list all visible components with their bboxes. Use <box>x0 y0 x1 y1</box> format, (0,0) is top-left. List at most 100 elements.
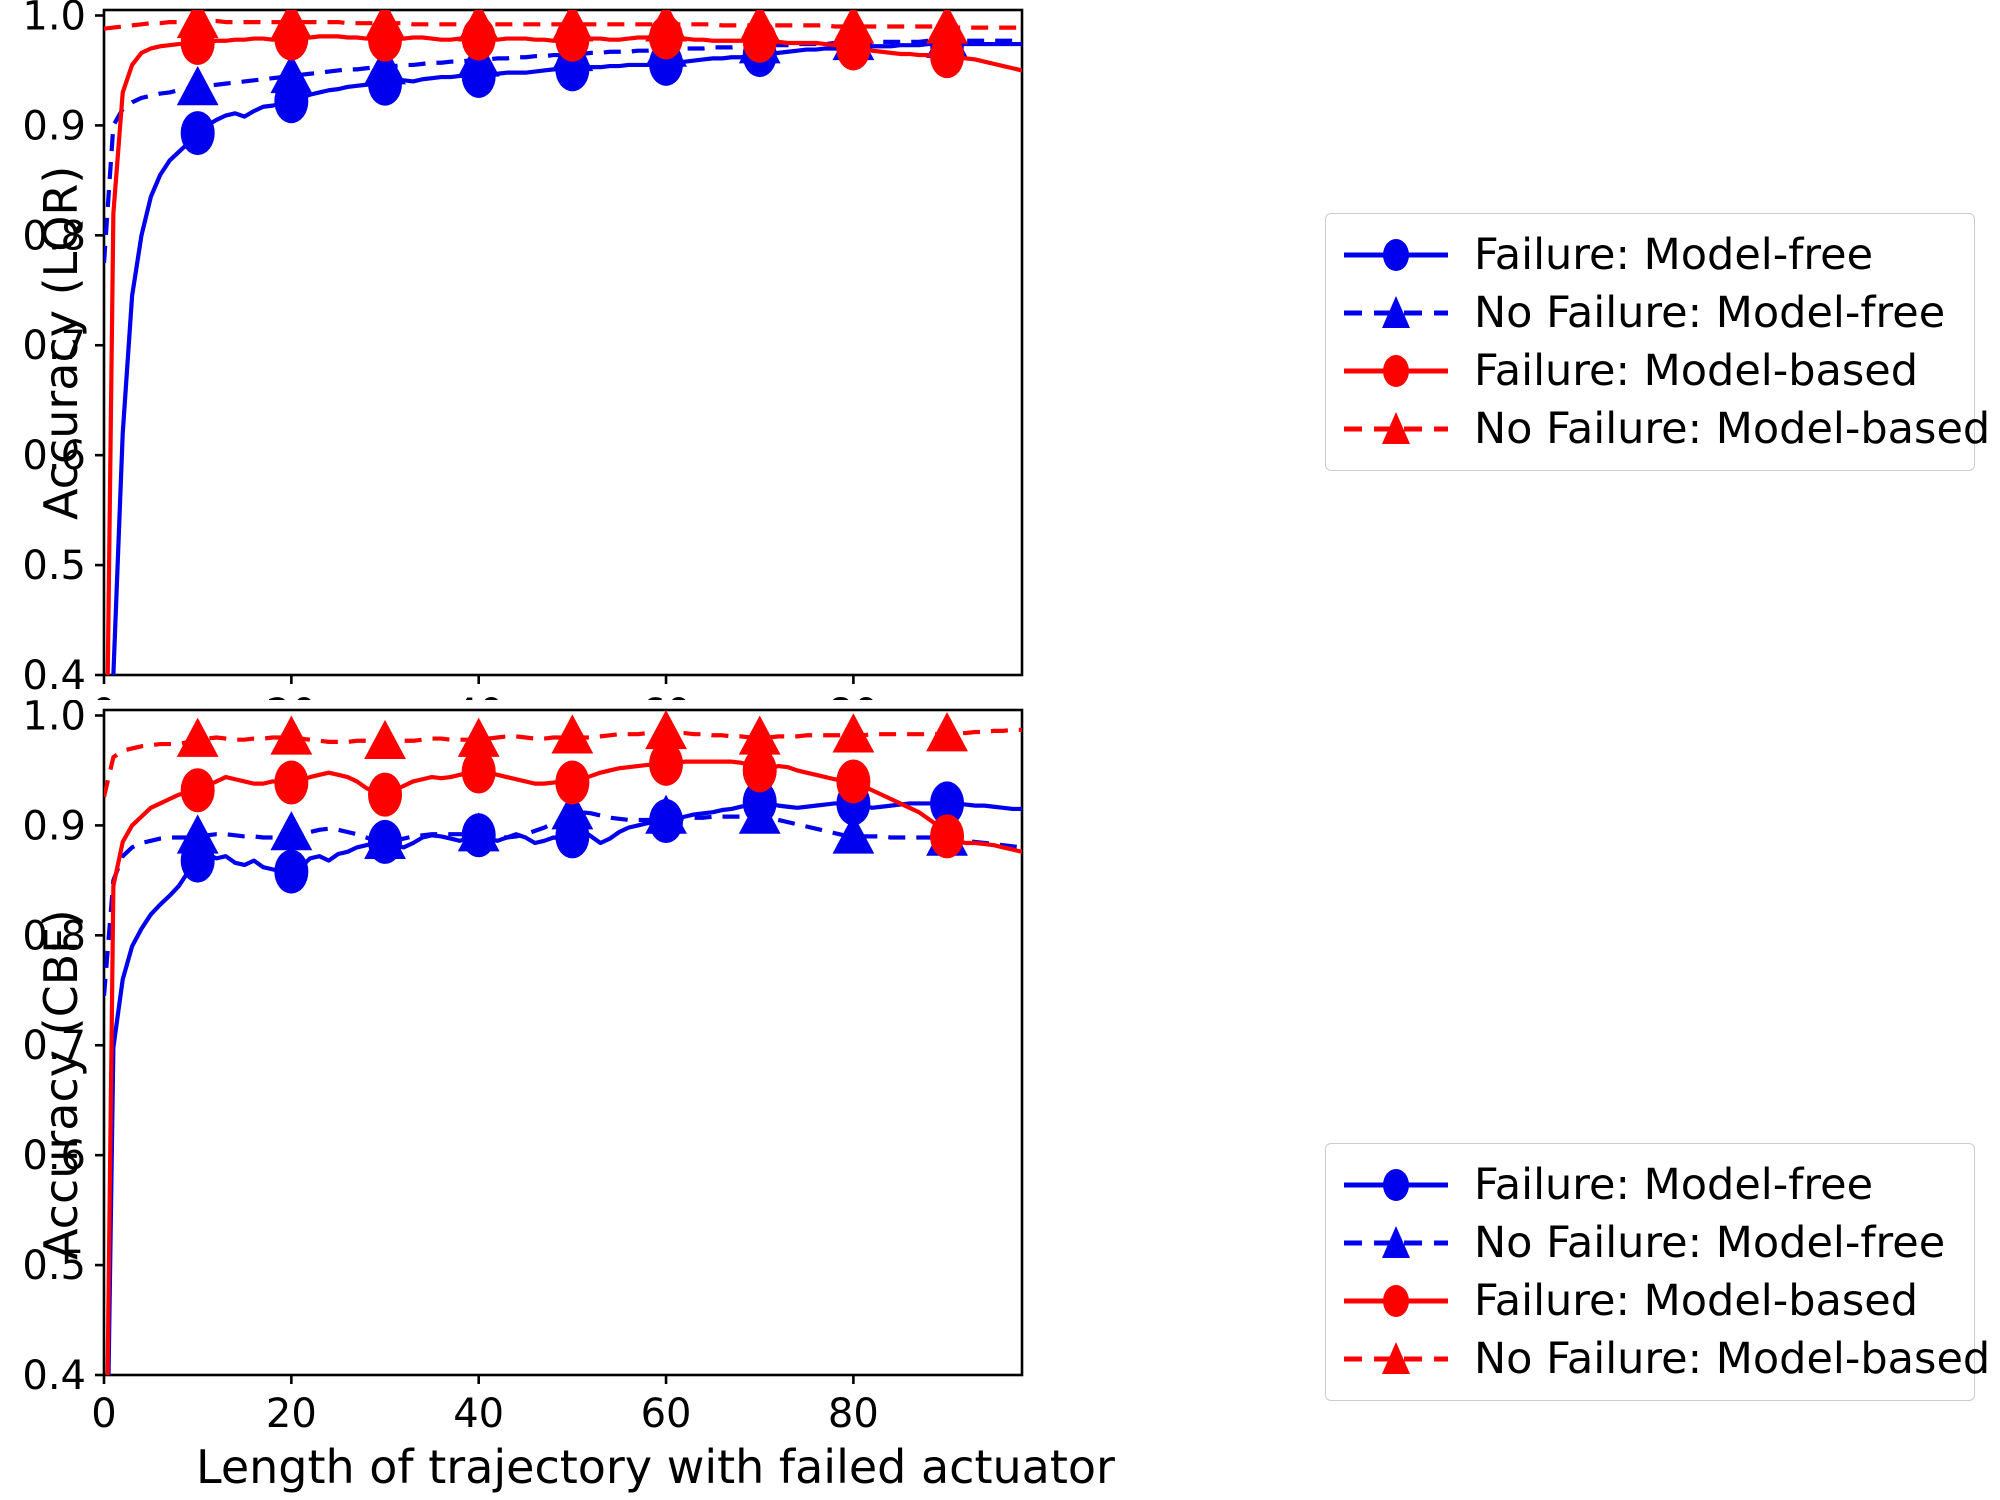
data-point-marker <box>645 710 687 750</box>
legend-lqr-label: Failure: Model-based <box>1474 345 1919 396</box>
legend-triangle-marker-icon <box>1344 1342 1448 1374</box>
x-tick-label: 20 <box>266 691 317 700</box>
legend-lqr-item[interactable]: Failure: Model-free <box>1340 226 1956 284</box>
y-tick-label: 0.8 <box>22 913 86 959</box>
legend-circle-marker-icon <box>1344 239 1448 271</box>
legend-cbf-item[interactable]: No Failure: Model-based <box>1340 1330 1990 1388</box>
legend-circle-marker-icon <box>1344 1285 1448 1317</box>
data-point-marker <box>551 790 594 830</box>
legend-lqr: Failure: Model-free No Failure: Model-fre… <box>1325 213 1990 471</box>
data-point-marker <box>926 712 968 752</box>
legend-cbf-label: Failure: Model-based <box>1474 1275 1919 1326</box>
y-tick-label: 0.6 <box>22 1133 86 1179</box>
data-point-marker <box>180 768 215 813</box>
data-point-marker <box>738 715 781 755</box>
y-tick-label: 0.6 <box>22 433 86 479</box>
data-point-marker <box>364 819 406 860</box>
data-point-marker <box>836 759 871 804</box>
legend-cbf-label: No Failure: Model-based <box>1474 1333 1991 1384</box>
y-tick-label: 0.4 <box>22 653 86 699</box>
x-tick-label: 0 <box>91 691 116 700</box>
y-tick-label: 0.4 <box>22 1353 86 1399</box>
data-point-marker <box>364 719 406 760</box>
data-point-marker <box>930 34 965 79</box>
legend-lqr-label: Failure: Model-free <box>1474 229 1874 280</box>
data-point-marker <box>832 814 875 854</box>
y-tick-label: 1.0 <box>22 0 86 39</box>
data-point-marker <box>176 814 219 854</box>
legend-cbf: Failure: Model-free No Failure: Model-fre… <box>1325 1143 1990 1401</box>
legend-lqr-label: No Failure: Model-based <box>1474 403 1991 454</box>
data-point-marker <box>176 10 219 39</box>
legend-cbf-item[interactable]: Failure: Model-free <box>1340 1156 1956 1214</box>
legend-circle-marker-icon <box>1344 355 1448 387</box>
data-point-marker <box>270 715 313 755</box>
y-tick-label: 0.8 <box>22 213 86 259</box>
data-point-marker <box>555 760 590 805</box>
data-point-marker <box>551 714 594 754</box>
data-point-marker <box>461 749 496 794</box>
plot-area-cbf: 0 20 40 60 80 0.4 0.5 0.6 0.7 0.8 0.9 1.0 <box>22 700 1024 1437</box>
legend-circle-marker-icon <box>1344 1169 1448 1201</box>
data-point-marker <box>645 10 687 42</box>
x-axis-label: Length of trajectory with failed actuato… <box>196 1440 1115 1494</box>
plot-area-lqr: 0 20 40 60 80 0.4 0.5 0.6 0.7 0.8 0.9 1.0 <box>22 0 1024 700</box>
data-point-marker <box>176 66 219 106</box>
data-point-marker <box>738 10 781 43</box>
data-point-marker <box>551 10 594 42</box>
y-tick-label: 0.9 <box>22 103 86 149</box>
legend-cbf-item[interactable]: Failure: Model-based <box>1340 1272 1956 1330</box>
data-point-marker <box>832 10 875 44</box>
data-point-marker <box>457 717 500 757</box>
legend-triangle-marker-icon <box>1344 296 1448 328</box>
data-point-marker <box>926 10 968 44</box>
data-point-marker <box>364 45 406 85</box>
data-point-marker <box>270 811 313 851</box>
y-tick-label: 0.5 <box>22 543 86 589</box>
y-tick-label: 0.5 <box>22 1243 86 1289</box>
legend-cbf-label: Failure: Model-free <box>1474 1159 1874 1210</box>
data-point-marker <box>930 781 965 826</box>
y-tick-label: 0.9 <box>22 803 86 849</box>
x-tick-label: 40 <box>453 1391 504 1437</box>
data-point-marker <box>270 10 313 40</box>
legend-cbf-item[interactable]: No Failure: Model-free <box>1340 1214 1956 1272</box>
legend-lqr-label: No Failure: Model-free <box>1474 287 1946 338</box>
chart-panel-lqr: 0 20 40 60 80 0.4 0.5 0.6 0.7 0.8 0.9 1.0 Accuracy … <box>0 0 2000 700</box>
legend-lqr-item[interactable]: Failure: Model-based <box>1340 342 1956 400</box>
x-tick-label: 60 <box>641 691 692 700</box>
x-tick-label: 80 <box>828 1391 879 1437</box>
legend-triangle-marker-icon <box>1344 412 1448 444</box>
data-point-marker <box>649 741 684 786</box>
data-point-marker <box>364 10 406 41</box>
data-point-marker <box>274 760 309 805</box>
data-point-marker <box>457 10 500 42</box>
y-tick-label: 0.7 <box>22 1023 86 1069</box>
data-point-marker <box>176 717 219 757</box>
x-tick-label: 80 <box>828 691 879 700</box>
legend-cbf-label: No Failure: Model-free <box>1474 1217 1946 1268</box>
data-point-marker <box>645 794 687 834</box>
data-point-marker <box>738 794 781 834</box>
y-tick-label: 0.7 <box>22 323 86 369</box>
x-tick-label: 20 <box>266 1391 317 1437</box>
y-tick-label: 1.0 <box>22 700 86 739</box>
data-point-marker <box>180 111 215 156</box>
y-axis-label-lqr: Accuracy (LQR) <box>34 165 88 520</box>
legend-lqr-item[interactable]: No Failure: Model-based <box>1340 400 1990 458</box>
x-tick-label: 0 <box>91 1391 116 1437</box>
x-tick-label: 60 <box>641 1391 692 1437</box>
legend-triangle-marker-icon <box>1344 1226 1448 1258</box>
data-point-marker <box>930 814 965 859</box>
data-point-marker <box>742 748 777 793</box>
data-point-marker <box>274 849 309 894</box>
data-point-marker <box>270 53 313 94</box>
data-point-marker <box>368 772 403 817</box>
x-tick-label: 40 <box>453 691 504 700</box>
legend-lqr-item[interactable]: No Failure: Model-free <box>1340 284 1956 342</box>
chart-panel-cbf: 0 20 40 60 80 0.4 0.5 0.6 0.7 0.8 0.9 1.0 Accuracy … <box>0 700 2000 1500</box>
data-point-marker <box>457 812 500 852</box>
y-axis-label-cbf: Accuracy (CBF) <box>34 909 88 1260</box>
data-point-marker <box>832 713 875 753</box>
